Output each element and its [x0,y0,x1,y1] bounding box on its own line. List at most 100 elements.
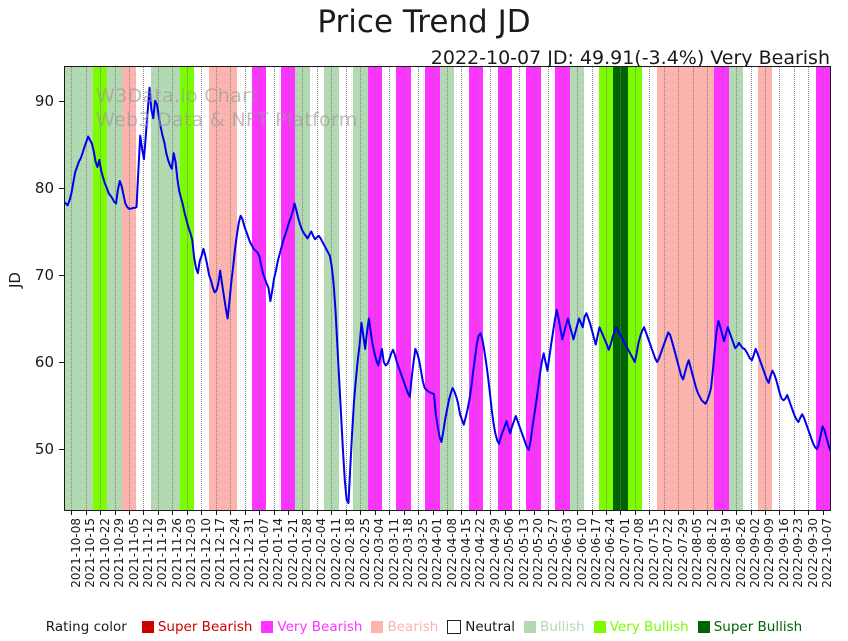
x-axis-tick-mark [389,510,391,515]
gridline [302,66,304,510]
gridline [360,66,362,510]
gridline [620,66,622,510]
x-axis-tick-mark [533,510,535,515]
x-axis-tick-label: 2021-12-10 [198,518,213,588]
x-axis-tick-label: 2022-08-26 [733,518,748,588]
gridline [721,66,723,510]
gridline [201,66,203,510]
x-axis-tick-label: 2021-12-03 [184,518,199,588]
legend-swatch [447,620,462,634]
gridline [288,66,290,510]
gridline [822,66,824,510]
x-axis-tick-label: 2022-08-12 [704,518,719,588]
x-axis-tick-label: 2022-04-08 [444,518,459,588]
x-axis-tick-label: 2022-03-25 [415,518,430,588]
legend-title: Rating color [45,619,127,635]
x-axis-tick-label: 2022-05-06 [502,518,517,588]
x-axis-tick-mark [345,510,347,515]
x-axis-tick-label: 2022-10-07 [820,518,835,588]
legend-swatch [524,621,537,633]
x-axis-tick-mark [374,510,376,515]
x-axis-tick-mark [678,510,680,515]
y-axis-tick-mark [59,187,64,189]
gridline [259,66,261,510]
gridline [447,66,448,510]
gridline [692,66,694,510]
x-axis-tick-mark [707,510,709,515]
legend-item: Super Bullish [697,619,802,635]
gridline [85,66,87,510]
x-axis-tick-mark [504,510,506,515]
x-axis-tick-label: 2021-10-22 [97,518,112,588]
x-axis-tick-label: 2022-03-18 [401,518,416,588]
x-axis-tick-mark [432,510,434,515]
gridline [736,66,738,510]
gridline [634,66,636,510]
x-axis-tick-mark [750,510,752,515]
gridline [533,66,535,510]
gridline [244,66,246,510]
x-axis-tick-label: 2022-09-09 [762,518,777,588]
x-axis-tick-mark [822,510,824,515]
x-axis-tick-label: 2022-09-16 [776,518,791,588]
gridline [504,66,506,510]
watermark-line2: Web3 Data & NFT Platform [96,109,358,131]
gridline [707,66,709,510]
gridline [548,66,550,510]
top-spine [64,66,831,67]
gridline [71,66,73,510]
plot-area: W3Data.io Chart Web3 Data & NFT Platform [64,66,830,510]
gridline [577,66,579,510]
y-axis-tick-label: 80 [34,178,54,197]
x-axis-tick-label: 2021-12-24 [227,518,242,588]
x-axis-tick-label: 2022-07-22 [661,518,676,588]
gridline [793,66,795,510]
x-axis-tick-mark [129,510,131,515]
x-axis-tick-mark [620,510,622,515]
x-axis-tick-mark [172,510,174,515]
y-axis-tick-mark [59,100,64,102]
x-axis-tick-label: 2022-04-22 [473,518,488,588]
y-axis-tick-mark [59,362,64,363]
x-axis-tick-mark [403,510,405,515]
gridline [605,66,607,510]
x-axis-tick-mark [259,510,261,515]
gridline [172,66,174,510]
x-axis-tick-mark [85,510,87,515]
gridline [461,66,463,510]
x-axis-tick-mark [447,510,448,515]
legend-label: Very Bearish [277,619,363,635]
x-axis-tick-mark [605,510,607,515]
x-axis-tick-mark [591,510,593,515]
gridline [764,66,766,510]
y-axis: 50 60 70 80 90 [0,66,64,510]
x-axis-tick-label: 2021-11-19 [155,518,170,588]
x-axis-tick-mark [764,510,766,515]
gridline [649,66,651,510]
legend-item: Very Bearish [261,619,362,635]
x-axis-tick-mark [302,510,304,515]
x-axis-tick-mark [663,510,665,515]
legend-item: Neutral [447,619,515,635]
gridline [114,66,116,510]
x-axis-tick-label: 2022-02-25 [357,518,372,588]
gridline [519,66,521,510]
x-axis-tick-label: 2022-02-04 [314,518,329,588]
x-axis-tick-mark [360,510,362,515]
page-title: Price Trend JD [317,4,531,40]
x-axis-tick-mark [779,510,781,515]
x-axis-tick-mark [461,510,463,515]
legend-label: Super Bearish [157,619,253,635]
x-axis-tick-mark [475,510,477,515]
x-axis-tick-mark [114,510,116,515]
legend: Rating color Super Bearish Very Bearish Be… [0,616,848,638]
x-axis-tick-mark [186,510,188,515]
x-axis-tick-label: 2022-04-15 [458,518,473,588]
gridline [591,66,593,510]
y-axis-spine [64,66,65,511]
gridline [316,66,318,510]
x-axis-tick-label: 2021-11-05 [126,518,141,588]
gridline [186,66,188,510]
x-axis-tick-label: 2022-03-04 [372,518,387,588]
x-axis-tick-label: 2022-09-23 [791,518,806,588]
